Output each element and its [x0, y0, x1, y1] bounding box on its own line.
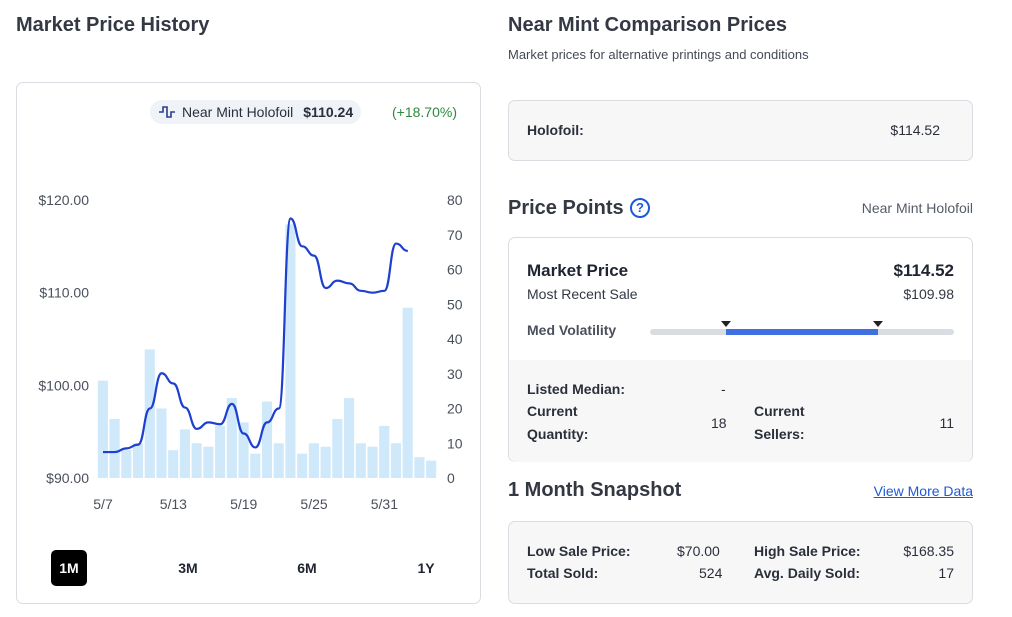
price-points-title: Price Points — [508, 197, 624, 219]
y-left-tick-label: $120.00 — [38, 192, 89, 208]
volume-bar — [261, 401, 273, 478]
comparison-card: Holofoil: $114.52 — [508, 100, 973, 161]
current-sellers-label-1: Current — [754, 403, 805, 419]
high-sale-label: High Sale Price: — [754, 543, 861, 559]
line-series-icon — [159, 106, 175, 118]
volume-bar — [308, 443, 319, 478]
x-tick-label: 5/19 — [230, 496, 257, 512]
volume-bar — [132, 443, 144, 478]
price-line — [103, 217, 408, 454]
volume-bar — [273, 443, 284, 478]
volume-bar — [226, 398, 237, 478]
range-button-3m[interactable]: 3M — [178, 560, 198, 576]
volatility-range-fill — [726, 329, 878, 335]
comparison-subtitle: Market prices for alternative printings … — [508, 47, 809, 62]
volume-bar — [238, 422, 249, 478]
y-right-tick-label: 0 — [447, 470, 455, 486]
comparison-title: Near Mint Comparison Prices — [508, 14, 787, 36]
current-quantity-value: 18 — [711, 415, 727, 431]
volatility-high-marker-icon — [873, 321, 883, 327]
volume-bar — [203, 446, 214, 478]
volume-bar — [285, 224, 296, 478]
volume-bar — [97, 380, 108, 478]
volume-bar — [109, 418, 120, 478]
price-history-chart[interactable]: $120.00 $110.00 $100.00 $90.00 80 70 60 50 40 30 2… — [17, 83, 482, 553]
volume-bar — [168, 450, 179, 478]
volume-bar — [121, 450, 132, 478]
snapshot-card: Low Sale Price: $70.00 High Sale Price: … — [508, 521, 973, 604]
legend-price: $110.24 — [303, 104, 354, 120]
total-sold-value: 524 — [699, 565, 723, 581]
recent-sale-value: $109.98 — [903, 286, 954, 302]
question-circle-icon[interactable]: ? — [630, 198, 650, 218]
snapshot-title: 1 Month Snapshot — [508, 479, 682, 501]
volume-bar — [379, 425, 390, 478]
chart-legend[interactable]: Near Mint Holofoil $110.24 — [150, 100, 362, 124]
volume-bar — [355, 443, 366, 478]
page-title-market-price-history: Market Price History — [16, 14, 210, 36]
volume-bar — [414, 457, 425, 478]
volume-bar — [191, 443, 202, 478]
volatility-meter — [650, 321, 954, 335]
total-sold-label: Total Sold: — [527, 565, 599, 581]
y-right-tick-label: 80 — [447, 192, 463, 208]
volume-bar — [156, 408, 167, 478]
range-button-1y[interactable]: 1Y — [417, 560, 435, 576]
price-points-condition: Near Mint Holofoil — [861, 200, 973, 216]
current-quantity-label-2: Quantity: — [527, 426, 589, 442]
x-tick-label: 5/31 — [371, 496, 398, 512]
x-tick-label: 5/7 — [93, 496, 113, 512]
recent-sale-label: Most Recent Sale — [527, 286, 638, 302]
avg-daily-value: 17 — [938, 565, 954, 581]
volatility-low-marker-icon — [721, 321, 731, 327]
market-price-chart-card: $120.00 $110.00 $100.00 $90.00 80 70 60 50 40 30 2… — [16, 82, 481, 604]
view-more-data-link[interactable]: View More Data — [873, 483, 973, 499]
market-price-value: $114.52 — [893, 261, 954, 280]
x-tick-label: 5/25 — [300, 496, 327, 512]
listing-stats: Listed Median: - Current Quantity: 18 Cu… — [509, 360, 972, 462]
volume-bar — [332, 418, 343, 478]
holofoil-price[interactable]: $114.52 — [890, 122, 940, 138]
legend-change: (+18.70%) — [392, 104, 457, 120]
y-right-tick-label: 50 — [447, 296, 463, 312]
low-sale-label: Low Sale Price: — [527, 543, 631, 559]
current-quantity-label-1: Current — [527, 403, 578, 419]
volume-bar — [179, 429, 190, 478]
y-right-tick-label: 10 — [447, 435, 463, 451]
y-left-tick-label: $90.00 — [46, 470, 89, 486]
volume-bar — [215, 425, 226, 478]
volume-bar — [390, 443, 402, 478]
volume-bar — [367, 446, 378, 478]
volume-bar — [250, 453, 261, 478]
volume-bar — [297, 453, 308, 478]
volume-bar — [320, 446, 331, 478]
current-sellers-value: 11 — [939, 415, 954, 431]
price-points-card: Market Price $114.52 Most Recent Sale $1… — [508, 237, 973, 462]
x-tick-label: 5/13 — [160, 496, 187, 512]
volatility-label: Med Volatility — [527, 322, 617, 338]
low-sale-value: $70.00 — [677, 543, 720, 559]
range-selector: 1M 3M 6M 1Y — [51, 550, 451, 586]
listed-median-label: Listed Median: — [527, 381, 626, 397]
y-right-tick-label: 70 — [447, 227, 463, 243]
y-right-tick-label: 30 — [447, 366, 463, 382]
current-sellers-label-2: Sellers: — [754, 426, 805, 442]
legend-series-name: Near Mint Holofoil — [182, 104, 294, 120]
range-button-1m[interactable]: 1M — [51, 550, 87, 586]
volume-bar — [426, 460, 437, 478]
y-right-tick-label: 40 — [447, 331, 463, 347]
market-price-label: Market Price — [527, 261, 629, 280]
avg-daily-label: Avg. Daily Sold: — [754, 565, 861, 581]
high-sale-value: $168.35 — [903, 543, 954, 559]
volume-bar — [344, 398, 355, 478]
y-right-tick-label: 20 — [447, 401, 463, 417]
volume-bar — [402, 307, 413, 478]
volume-bar — [144, 349, 155, 478]
holofoil-label: Holofoil: — [527, 122, 584, 138]
y-left-tick-label: $110.00 — [39, 285, 89, 301]
range-button-6m[interactable]: 6M — [297, 560, 317, 576]
listed-median-value: - — [721, 381, 726, 397]
y-left-tick-label: $100.00 — [38, 377, 89, 393]
y-right-tick-label: 60 — [447, 262, 463, 278]
